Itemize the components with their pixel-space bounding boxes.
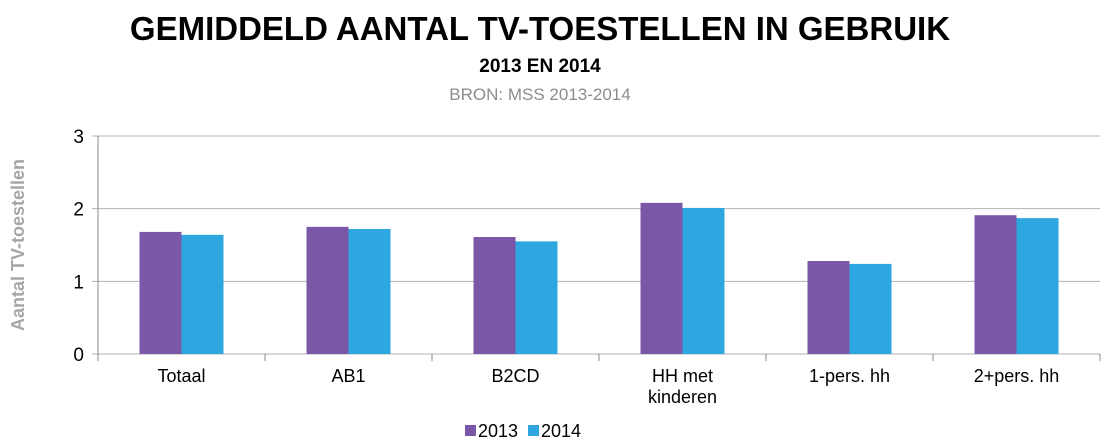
- bar: [1016, 218, 1059, 354]
- source: BRON: MSS 2013-2014: [449, 85, 630, 104]
- bar: [181, 234, 224, 354]
- x-tick-label: 2+pers. hh: [973, 366, 1060, 386]
- bar: [473, 237, 516, 354]
- bar: [348, 229, 391, 354]
- y-tick-label: 3: [73, 127, 84, 148]
- chart-subtitle: 2013 EN 2014: [479, 56, 601, 77]
- y-axis-title: Aantal TV-toestellen: [8, 159, 28, 331]
- bar: [682, 207, 725, 354]
- x-tick-label: AB1: [331, 366, 366, 386]
- chart-title: GEMIDDELD AANTAL TV-TOESTELLEN IN GEBRUI…: [130, 10, 950, 47]
- bar: [139, 231, 182, 354]
- y-tick-label: 1: [73, 272, 84, 293]
- x-tick-label: B2CD: [491, 366, 540, 386]
- bar: [515, 241, 558, 354]
- x-tick-label: HH met kinderen: [647, 366, 718, 407]
- bar: [849, 263, 892, 354]
- legend-swatch: [528, 425, 539, 436]
- bar: [974, 215, 1017, 354]
- x-tick-label: Totaal: [157, 366, 206, 386]
- y-tick-label: 0: [73, 345, 84, 366]
- x-tick-label: 1-pers. hh: [808, 366, 891, 386]
- legend-swatch: [465, 425, 476, 436]
- y-tick-label: 2: [73, 200, 84, 221]
- bar: [306, 226, 349, 354]
- legend-label: 2013: [478, 421, 518, 439]
- bar: [640, 202, 683, 354]
- bar: [807, 260, 850, 354]
- legend-label: 2014: [541, 421, 581, 439]
